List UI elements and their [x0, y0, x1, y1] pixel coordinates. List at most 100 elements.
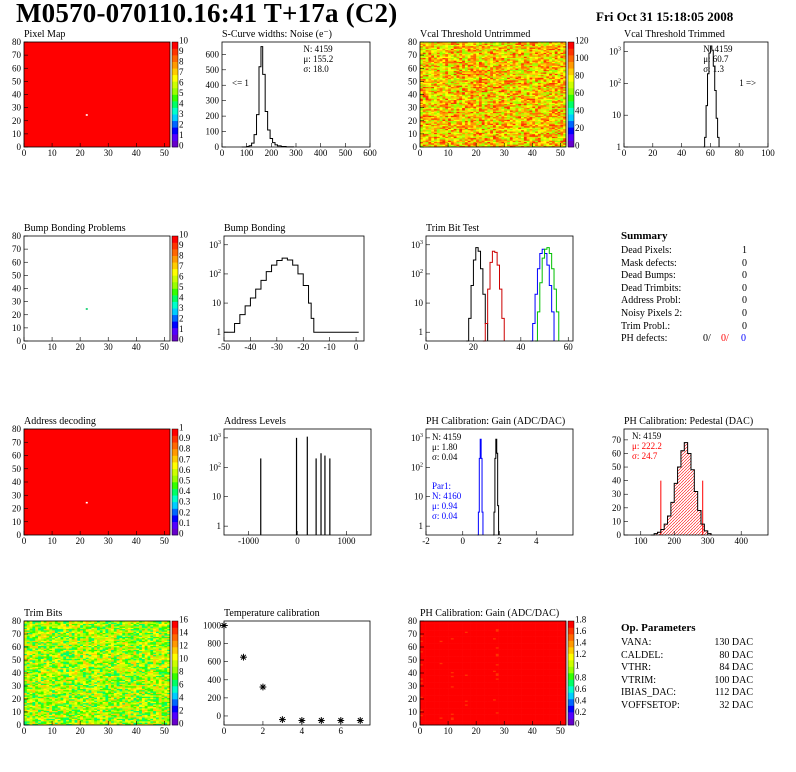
- heatmap-cell: [504, 93, 508, 95]
- colorbar-tick-label: 7: [179, 261, 184, 271]
- heatmap-cell: [442, 86, 446, 89]
- heatmap-cell: [543, 72, 547, 74]
- heatmap-cell: [509, 59, 513, 61]
- heatmap-cell: [425, 111, 429, 114]
- heatmap-cell: [473, 129, 477, 132]
- heatmap-cell: [484, 99, 488, 102]
- heatmap-cell: [490, 56, 494, 59]
- heatmap-cell: [450, 64, 454, 66]
- heatmap-cell: [431, 99, 435, 102]
- colorbar-frame: [171, 428, 179, 536]
- heatmap-cell: [504, 82, 508, 85]
- heatmap-cell: [495, 135, 499, 137]
- heatmap-cell: [529, 135, 533, 137]
- heatmap-cell: [32, 718, 36, 721]
- heatmap-cell: [26, 695, 30, 697]
- heatmap-cell: [535, 129, 539, 132]
- heatmap-cell: [546, 55, 550, 57]
- heatmap-cell: [507, 108, 511, 111]
- heatmap-cell: [563, 110, 567, 112]
- heatmap-cell: [501, 56, 505, 59]
- heatmap-cell: [490, 123, 494, 125]
- heatmap-cell: [428, 116, 432, 119]
- heatmap-cell: [445, 129, 449, 132]
- heatmap-cell: [537, 60, 542, 62]
- colorbar-frame: [567, 41, 575, 148]
- heatmap-cell: [462, 128, 466, 131]
- heatmap-cell: [442, 52, 446, 55]
- heatmap-cell: [481, 112, 485, 115]
- heatmap-cell: [495, 94, 499, 97]
- heatmap-cell: [512, 68, 516, 70]
- heatmap-cell: [476, 55, 480, 57]
- heatmap-cell: [428, 59, 432, 61]
- heatmap-cell: [422, 128, 426, 131]
- heatmap-cell: [546, 91, 550, 94]
- heatmap-cell: [560, 124, 564, 127]
- heatmap-cell: [543, 97, 547, 99]
- heatmap-cell: [453, 78, 457, 81]
- heatmap-cell: [422, 69, 426, 72]
- heatmap-cell: [515, 60, 519, 62]
- colorbar-segment: [568, 140, 574, 148]
- heatmap-cell: [442, 141, 446, 144]
- heatmap-cell: [557, 127, 561, 129]
- heatmap-cell: [512, 76, 516, 78]
- heatmap-cell: [549, 139, 553, 141]
- heatmap-cell: [420, 77, 424, 80]
- heatmap-cell: [26, 626, 30, 628]
- heatmap-cell: [476, 143, 480, 145]
- heatmap-cell: [462, 107, 466, 110]
- heatmap-cell: [29, 687, 33, 689]
- heatmap-cell: [478, 53, 483, 56]
- heatmap-cell: [549, 101, 553, 103]
- heatmap-cell: [425, 129, 429, 132]
- heatmap-cell: [546, 74, 550, 77]
- heatmap-cell: [450, 69, 454, 72]
- heatmap-cell: [456, 128, 460, 131]
- heatmap-cell: [450, 129, 454, 132]
- heatmap-cell: [495, 108, 499, 111]
- heatmap-cell: [481, 143, 485, 145]
- heatmap-cell: [546, 45, 550, 48]
- heatmap-cell: [487, 82, 491, 85]
- heatmap-cell: [560, 78, 564, 81]
- heatmap-cell: [425, 143, 429, 145]
- heatmap-cell: [464, 136, 469, 139]
- heatmap-cell: [448, 103, 452, 106]
- heatmap-cell: [546, 111, 550, 114]
- heatmap-cell: [560, 64, 564, 66]
- heatmap-cell: [560, 118, 564, 120]
- heatmap-cell: [462, 86, 466, 89]
- heatmap-cell: [532, 97, 536, 99]
- heatmap-cell: [434, 60, 438, 62]
- heatmap-cell: [490, 53, 494, 56]
- heatmap-cell: [515, 76, 519, 78]
- heatmap-cell: [523, 94, 527, 97]
- heatmap-cell: [509, 139, 513, 141]
- heatmap-cell: [490, 73, 494, 76]
- heatmap-cell: [554, 60, 558, 62]
- heatmap-cell: [422, 120, 426, 123]
- heatmap-cell: [481, 137, 485, 140]
- heatmap-cell: [537, 52, 542, 55]
- heatmap-cell: [537, 128, 542, 131]
- heatmap-cell: [428, 111, 432, 114]
- heatmap-cell: [473, 72, 477, 74]
- heatmap-cell: [476, 111, 480, 114]
- heatmap-cell: [32, 686, 36, 688]
- y-tick-label: 1: [419, 327, 424, 337]
- colorbar-segment: [568, 101, 574, 108]
- heatmap-cell: [456, 122, 460, 124]
- heatmap-cell: [456, 94, 460, 97]
- heatmap-cell: [453, 81, 457, 83]
- heatmap-cell: [464, 65, 469, 68]
- colorbar-tick-label: 20: [575, 123, 585, 133]
- heatmap-cell: [509, 136, 513, 139]
- heatmap-cell: [439, 66, 443, 69]
- heatmap-cell: [493, 118, 497, 120]
- heatmap-cell: [436, 123, 440, 125]
- heatmap-cell: [546, 49, 550, 52]
- heatmap-cell: [476, 110, 480, 112]
